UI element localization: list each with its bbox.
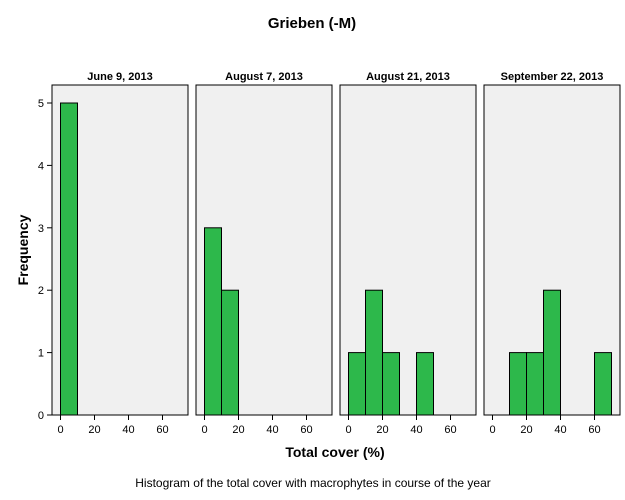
x-tick-label: 60 [156, 424, 168, 436]
x-tick-label: 20 [376, 424, 388, 436]
x-tick-label: 20 [232, 424, 244, 436]
panel-title: September 22, 2013 [501, 71, 604, 83]
histogram-panel: September 22, 2013 0 20 40 60 [483, 71, 621, 436]
histogram-bar [509, 352, 527, 416]
panel-title: August 21, 2013 [366, 71, 450, 83]
histogram-panel: August 21, 2013 0 20 40 60 [339, 71, 477, 436]
y-tick-label: 4 [38, 160, 44, 172]
histogram-bar [204, 227, 222, 416]
x-tick-label: 0 [489, 424, 495, 436]
x-tick-label: 0 [57, 424, 63, 436]
panel-title: August 7, 2013 [225, 71, 303, 83]
histogram-bar [348, 352, 366, 416]
chart-title: Grieben (-M) [268, 15, 356, 32]
histogram-bar [543, 289, 561, 416]
panels-layer: June 9, 2013 0 20 40 60 0 1 2 3 4 5 August 7, 2013 0… [38, 71, 621, 436]
x-tick-label: 0 [201, 424, 207, 436]
x-tick-label: 60 [588, 424, 600, 436]
x-tick-label: 60 [300, 424, 312, 436]
x-tick-label: 60 [444, 424, 456, 436]
panel-title: June 9, 2013 [87, 71, 152, 83]
x-axis-label: Total cover (%) [285, 444, 384, 460]
histogram-bar [382, 352, 400, 416]
x-tick-label: 40 [122, 424, 134, 436]
histogram-bar [365, 289, 383, 416]
histogram-panel: June 9, 2013 0 20 40 60 0 1 2 3 4 5 [38, 71, 189, 436]
y-tick-label: 0 [38, 410, 44, 422]
x-tick-label: 20 [88, 424, 100, 436]
x-tick-label: 40 [554, 424, 566, 436]
y-tick-label: 1 [38, 348, 44, 360]
y-tick-label: 3 [38, 223, 44, 235]
histogram-bar [221, 289, 239, 416]
histogram-bar [60, 102, 78, 416]
histogram-bar [526, 352, 544, 416]
figure-caption: Histogram of the total cover with macrop… [135, 476, 491, 490]
y-tick-label: 5 [38, 98, 44, 110]
y-tick-label: 2 [38, 285, 44, 297]
x-tick-label: 0 [345, 424, 351, 436]
y-axis-label: Frequency [15, 214, 31, 285]
x-tick-label: 40 [266, 424, 278, 436]
histogram-panel: August 7, 2013 0 20 40 60 [195, 71, 333, 436]
x-tick-label: 20 [520, 424, 532, 436]
histogram-bar [416, 352, 434, 416]
histogram-bar [594, 352, 612, 416]
x-tick-label: 40 [410, 424, 422, 436]
